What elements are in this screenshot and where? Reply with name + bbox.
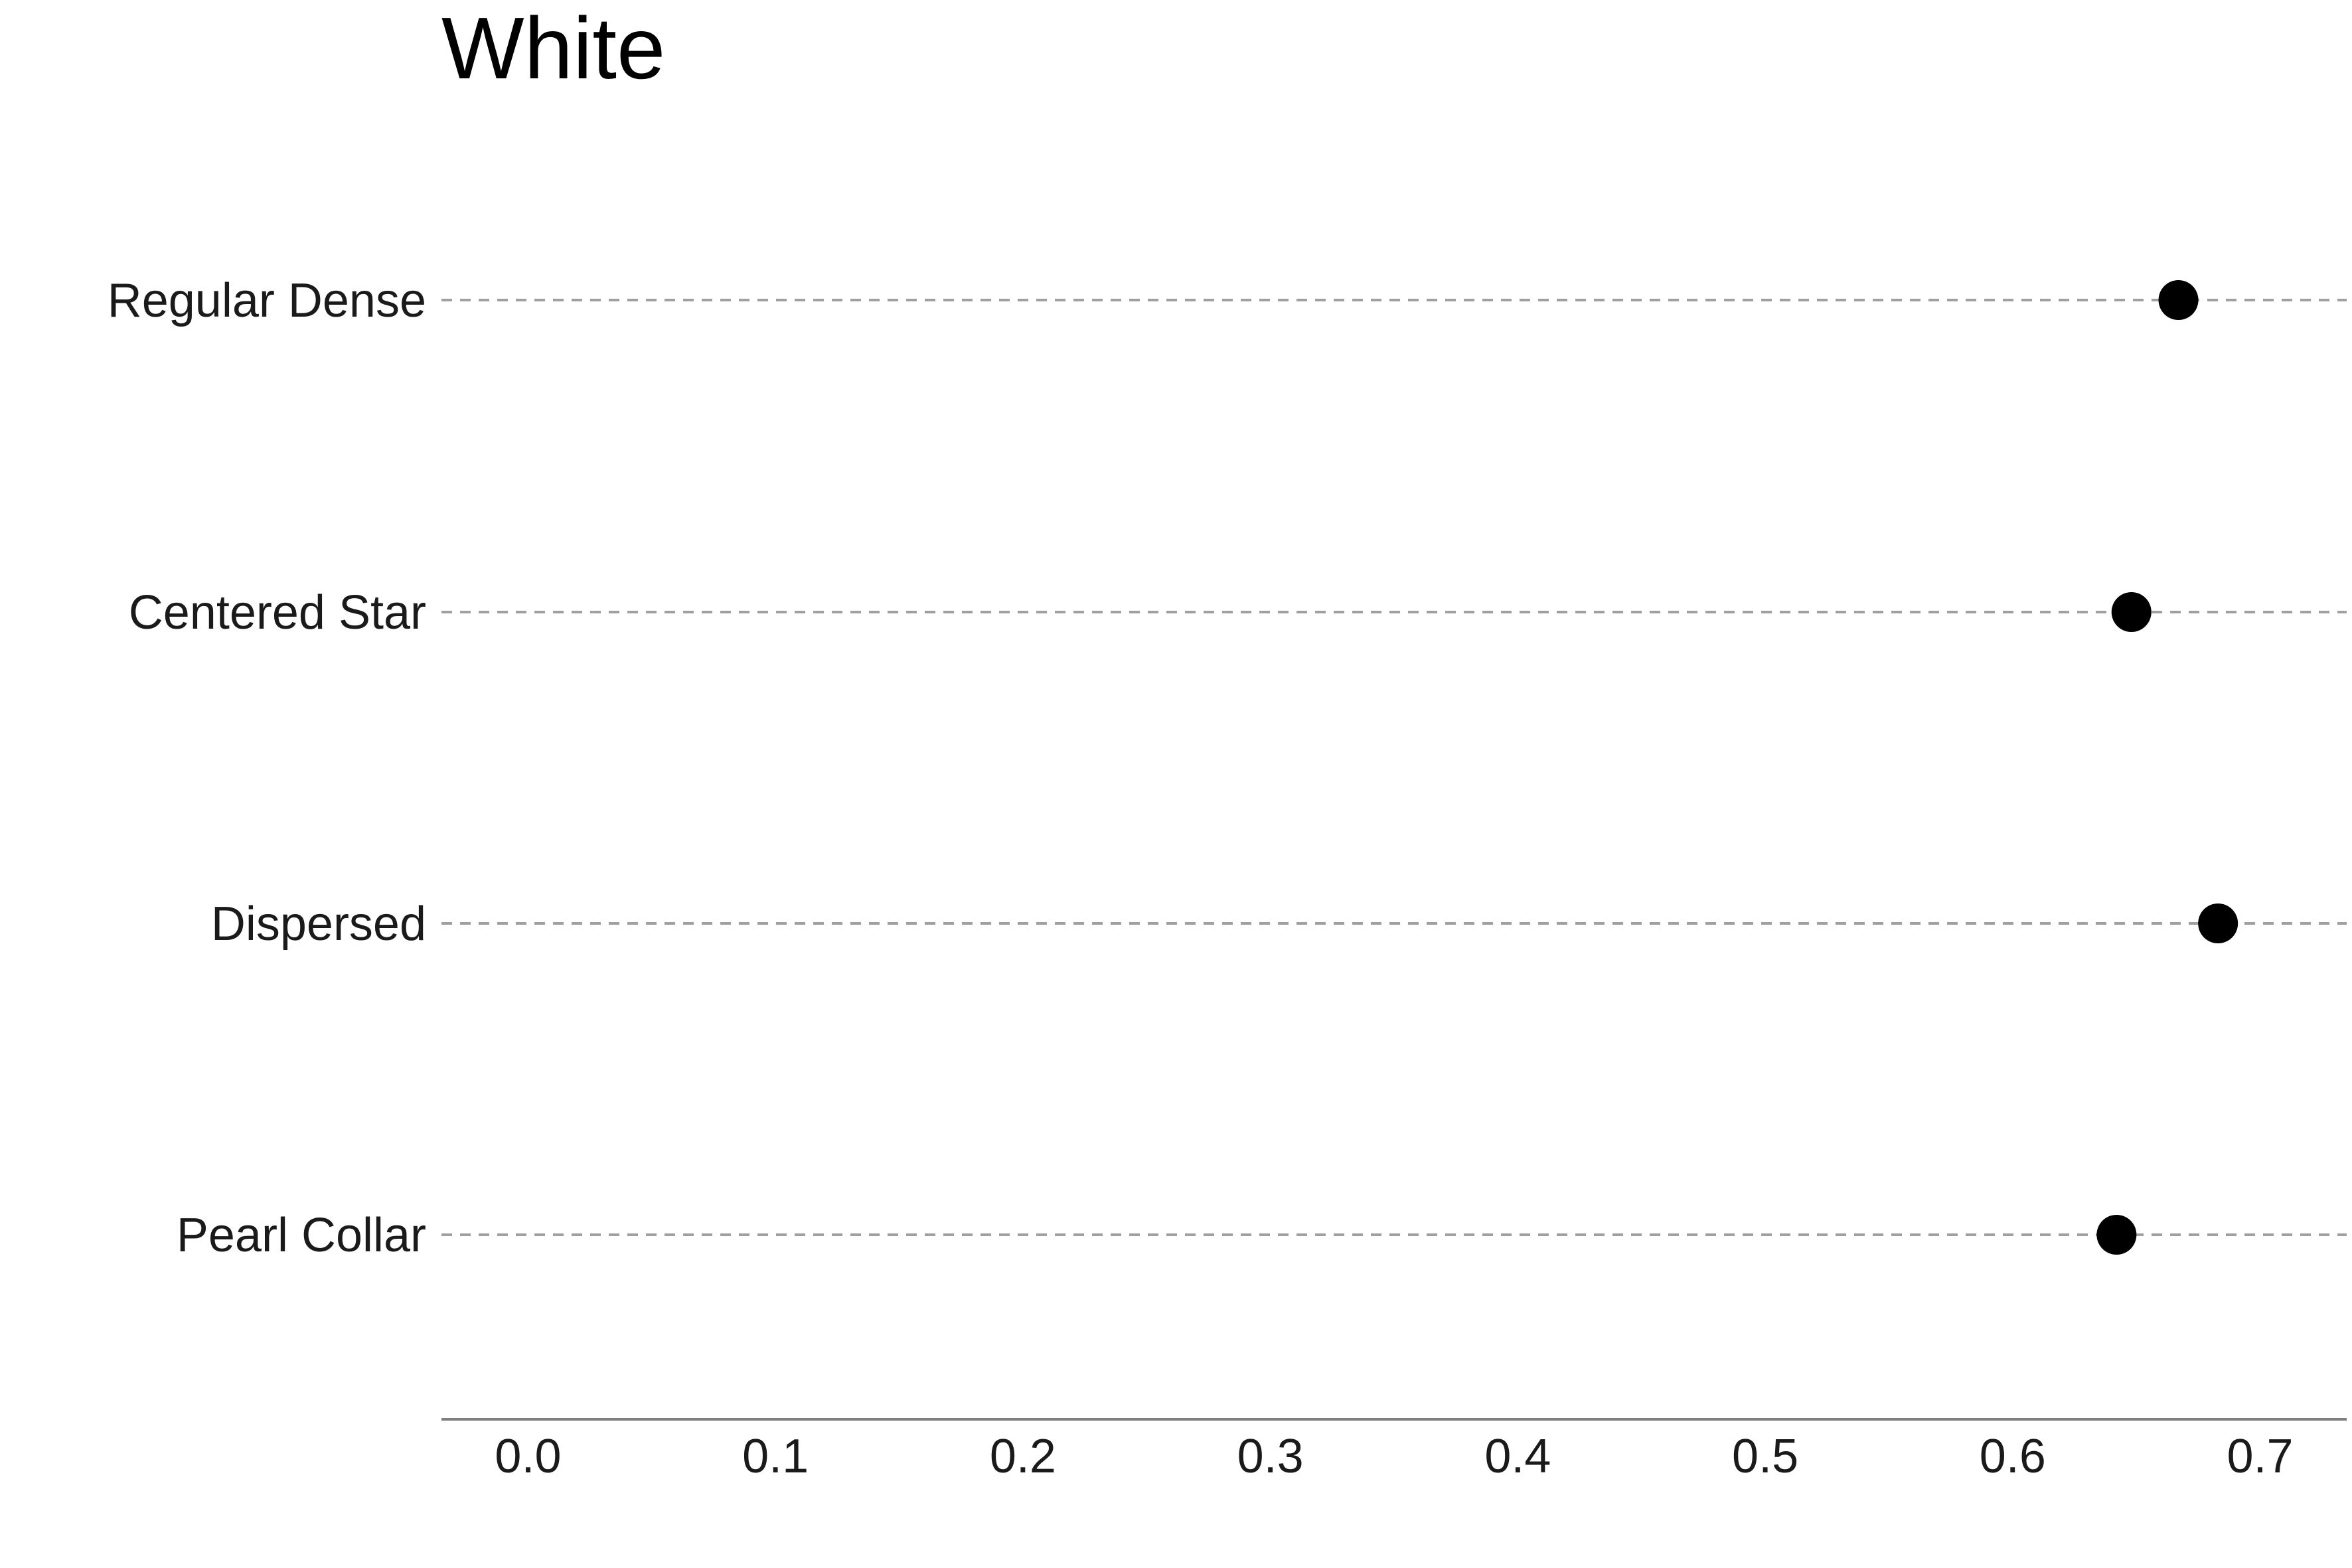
x-tick-label: 0.2	[990, 1430, 1056, 1483]
category-labels: Regular Dense Centered Star Dispersed Pearl…	[108, 274, 426, 1262]
x-tick-label: 0.1	[742, 1430, 809, 1483]
chart-title: White	[441, 0, 665, 97]
data-point-pearl-collar	[2096, 1215, 2137, 1255]
category-label-dispersed: Dispersed	[211, 898, 426, 951]
x-tick-label: 0.7	[2227, 1430, 2293, 1483]
x-tick-label: 0.0	[495, 1430, 561, 1483]
x-tick-label: 0.4	[1484, 1430, 1551, 1483]
category-label-centered-star: Centered Star	[129, 586, 426, 639]
x-tick-label: 0.6	[1980, 1430, 2046, 1483]
data-point-regular-dense	[2158, 280, 2199, 320]
x-tick-label: 0.5	[1732, 1430, 1798, 1483]
data-point-centered-star	[2111, 592, 2152, 632]
data-point-dispersed	[2198, 903, 2238, 943]
category-label-pearl-collar: Pearl Collar	[177, 1209, 426, 1262]
guide-lines	[441, 299, 2347, 1236]
x-axis-tick-labels: 0.0 0.1 0.2 0.3 0.4 0.5 0.6 0.7	[495, 1430, 2293, 1483]
data-points	[2096, 280, 2238, 1255]
x-tick-label: 0.3	[1237, 1430, 1304, 1483]
category-label-regular-dense: Regular Dense	[108, 274, 426, 327]
